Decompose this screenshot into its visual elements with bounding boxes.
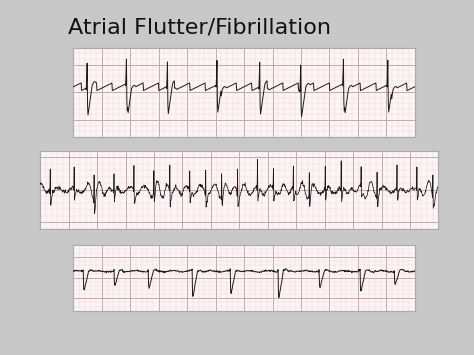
Text: Atrial Flutter/Fibrillation: Atrial Flutter/Fibrillation [68, 18, 330, 38]
